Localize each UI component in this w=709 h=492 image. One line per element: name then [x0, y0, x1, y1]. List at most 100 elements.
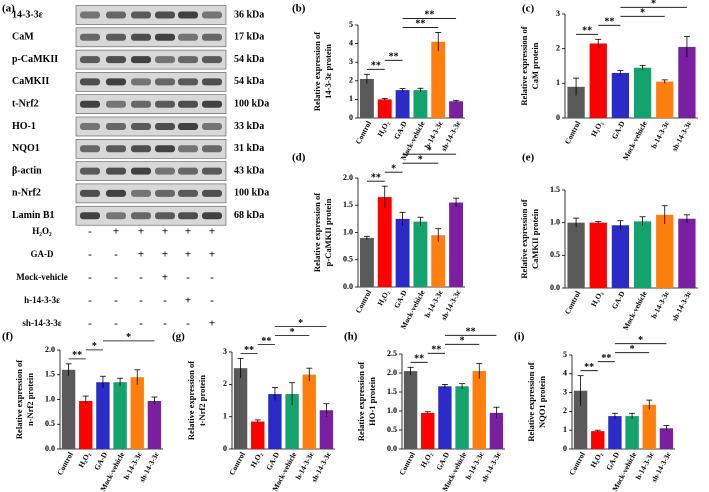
y-tick-label: 3: [563, 387, 567, 396]
y-tick-label: 4: [349, 38, 353, 47]
bar: [472, 371, 486, 449]
error-bar: [441, 383, 448, 389]
y-axis-label: Relative expression of: [526, 362, 536, 441]
error-bar: [453, 197, 460, 207]
bar: [611, 72, 630, 118]
y-axis-label: Relative expression of: [186, 361, 196, 440]
x-tick-label: H₂O₂: [418, 450, 434, 469]
significance-label: **: [466, 327, 476, 338]
bar: [431, 41, 446, 118]
y-tick-label: 2: [223, 379, 227, 388]
treatment-sign: +: [138, 249, 144, 261]
blot-label: p-CaMKII: [12, 54, 58, 65]
x-tick-label: GA-D: [392, 119, 409, 141]
bar: [567, 86, 585, 118]
y-axis-label: Relative expression of: [14, 360, 24, 439]
blot-size: 68 kDa: [234, 210, 264, 221]
blot-band: [178, 145, 198, 153]
panel-label: (c): [522, 3, 535, 15]
panel-label: (g): [172, 331, 185, 343]
bar: [611, 225, 630, 288]
x-tick-label: sh-14-3-3ε: [670, 289, 694, 323]
error-bar: [661, 205, 668, 224]
treatment-sign: -: [210, 272, 214, 284]
treatment-sign: +: [162, 272, 168, 284]
blot-band: [155, 56, 175, 64]
significance-label: *: [630, 344, 635, 355]
error-bar: [435, 32, 442, 52]
treatment-sign: -: [186, 272, 190, 284]
significance-label: *: [460, 336, 465, 347]
bar: [251, 421, 265, 449]
bar: [413, 221, 428, 287]
x-tick-label: GA-D: [264, 450, 281, 472]
significance-label: *: [651, 0, 656, 10]
bar: [633, 221, 652, 288]
blot-band: [131, 78, 151, 86]
bar: [589, 222, 607, 288]
significance-label: *: [391, 163, 396, 174]
bar: [633, 67, 652, 118]
y-tick-label: 0.5: [387, 425, 397, 434]
treatment-sign: +: [185, 249, 191, 261]
significance-label: **: [244, 345, 254, 356]
treatment-label: H₂O₂: [32, 226, 52, 236]
significance-label: **: [431, 345, 441, 356]
y-tick-label: 2.5: [387, 349, 397, 358]
significance-label: **: [601, 353, 611, 364]
blot-label: 14-3-3ε: [12, 9, 44, 20]
bar: [61, 369, 76, 449]
blot-label: CaMKII: [12, 76, 49, 87]
bar: [268, 394, 282, 449]
x-tick-label: Control: [354, 120, 374, 146]
treatment-sign: +: [113, 226, 119, 238]
x-tick-label: GA-D: [92, 450, 109, 472]
error-bar: [573, 217, 580, 228]
blot-band: [202, 100, 222, 108]
y-tick-label: 2.0: [45, 345, 55, 354]
error-bar: [595, 38, 602, 48]
y-tick-label: 1: [349, 94, 353, 103]
y-axis-label: 14-3-3ε protein: [323, 44, 333, 99]
bar: [130, 377, 144, 449]
y-axis-label: Relative expression of: [519, 26, 529, 105]
blot-band: [202, 212, 222, 220]
error-bar: [617, 70, 624, 76]
panel-label: (h): [344, 331, 358, 343]
bar: [79, 400, 93, 449]
y-tick-label: 1.5: [343, 200, 353, 209]
significance-label: **: [371, 61, 381, 72]
blot-band: [202, 56, 222, 64]
bar: [147, 400, 162, 449]
y-tick-label: 0.0: [343, 282, 353, 291]
blot-label: CaM: [12, 32, 34, 43]
y-axis-label: n-Nrf2 protein: [25, 373, 35, 426]
blot-band: [155, 167, 175, 175]
bar: [656, 214, 674, 288]
treatment-sign: +: [185, 226, 191, 238]
treatment-sign: +: [185, 295, 191, 307]
y-axis-label: Relative expression of: [519, 199, 529, 278]
y-tick-label: 0.5: [45, 419, 55, 428]
y-tick-label: 2.0: [387, 368, 397, 377]
error-bar: [151, 396, 158, 405]
treatment-sign: -: [114, 318, 118, 330]
treatment-sign: -: [88, 226, 92, 238]
error-bar: [683, 36, 690, 58]
y-axis-label: t-Nrf2 protein: [197, 375, 207, 426]
x-tick-label: H₂O₂: [248, 450, 264, 469]
blot-band: [80, 167, 100, 175]
y-tick-label: 1.5: [550, 185, 560, 194]
blot-band: [178, 11, 198, 19]
bar: [625, 416, 639, 449]
error-bar: [577, 375, 584, 406]
x-tick-label: H₂O₂: [588, 450, 604, 469]
blot-band: [131, 100, 151, 108]
y-axis-label: Relative expression of: [312, 193, 322, 272]
error-bar: [117, 377, 124, 387]
bar: [573, 390, 588, 449]
x-tick-label: sh-14-3-3ε: [670, 119, 694, 153]
error-bar: [639, 64, 646, 71]
treatment-sign: +: [138, 226, 144, 238]
